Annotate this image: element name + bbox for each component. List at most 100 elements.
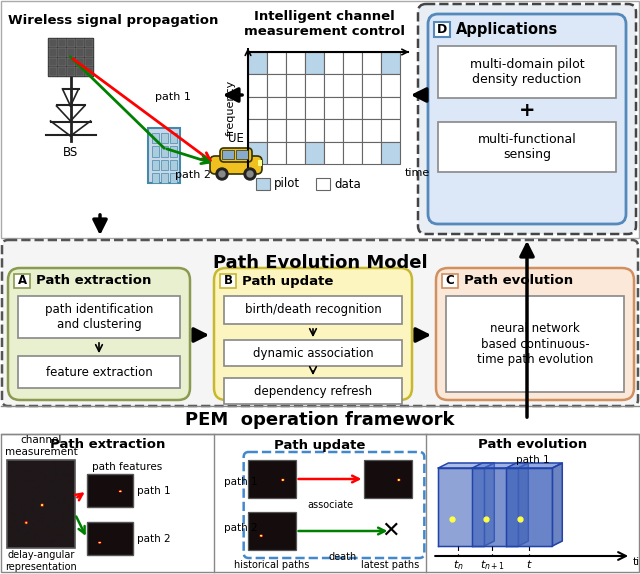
Polygon shape (506, 463, 563, 468)
Text: B: B (223, 274, 232, 288)
FancyBboxPatch shape (436, 268, 634, 400)
Bar (438, 122, 616, 172)
Text: Path extraction: Path extraction (50, 439, 165, 452)
Bar (67, 57, 74, 66)
Text: C: C (445, 274, 454, 288)
Bar (49, 67, 56, 76)
Text: A: A (17, 274, 27, 288)
Polygon shape (472, 468, 518, 546)
Bar (286, 142, 305, 164)
FancyBboxPatch shape (214, 268, 412, 400)
Polygon shape (518, 463, 529, 546)
Text: $t_{n+1}$: $t_{n+1}$ (480, 558, 505, 572)
Bar (161, 146, 168, 157)
Text: birth/death recognition: birth/death recognition (244, 304, 381, 316)
Bar (248, 142, 267, 164)
Text: Path update: Path update (275, 439, 365, 452)
Bar (67, 38, 74, 47)
Bar (343, 142, 362, 164)
FancyBboxPatch shape (2, 240, 638, 406)
Bar (286, 75, 305, 97)
Bar (381, 119, 400, 142)
Text: ✕: ✕ (381, 521, 399, 541)
Text: path 2: path 2 (175, 170, 211, 180)
Bar (324, 119, 343, 142)
Bar (84, 67, 93, 76)
Bar (170, 160, 177, 170)
Bar (49, 38, 56, 47)
Bar (67, 48, 74, 56)
Bar (1, 434, 639, 572)
Bar (305, 52, 324, 75)
Text: Path update: Path update (242, 274, 333, 288)
Bar (362, 52, 381, 75)
Bar (58, 67, 65, 76)
Bar (76, 48, 83, 56)
Bar (170, 173, 177, 183)
Bar (364, 460, 412, 498)
Bar (446, 296, 624, 392)
Text: delay-angular
representation: delay-angular representation (5, 550, 77, 572)
Bar (84, 48, 93, 56)
FancyBboxPatch shape (8, 268, 190, 400)
Text: path 1: path 1 (516, 455, 550, 465)
Text: multi-domain pilot
density reduction: multi-domain pilot density reduction (470, 58, 584, 86)
Bar (148, 128, 180, 183)
Circle shape (216, 168, 228, 180)
Text: Wireless signal propagation: Wireless signal propagation (8, 14, 218, 27)
Bar (18, 356, 180, 388)
Bar (84, 38, 93, 47)
Bar (58, 38, 65, 47)
Bar (324, 75, 343, 97)
Bar (222, 150, 234, 159)
Text: historical paths: historical paths (234, 560, 309, 570)
Bar (49, 48, 56, 56)
Bar (362, 119, 381, 142)
FancyBboxPatch shape (220, 274, 236, 288)
Bar (381, 142, 400, 164)
Text: dynamic association: dynamic association (253, 347, 373, 359)
Bar (152, 146, 159, 157)
Bar (343, 75, 362, 97)
Bar (324, 52, 343, 75)
Bar (362, 97, 381, 119)
Text: pilot: pilot (274, 177, 300, 191)
Bar (161, 173, 168, 183)
Bar (76, 57, 83, 66)
Bar (152, 133, 159, 144)
Text: $t$: $t$ (526, 558, 532, 570)
Bar (286, 97, 305, 119)
Text: +: + (519, 100, 535, 119)
FancyBboxPatch shape (442, 274, 458, 288)
FancyBboxPatch shape (428, 14, 626, 224)
Bar (248, 97, 267, 119)
Text: latest paths: latest paths (361, 560, 419, 570)
Bar (76, 38, 83, 47)
Bar (152, 173, 159, 183)
FancyBboxPatch shape (14, 274, 30, 288)
Text: time: time (405, 168, 430, 178)
Bar (343, 119, 362, 142)
Bar (170, 146, 177, 157)
Bar (152, 160, 159, 170)
Text: data: data (334, 177, 361, 191)
Text: death: death (329, 552, 357, 562)
FancyBboxPatch shape (418, 4, 636, 234)
Bar (248, 512, 296, 550)
Text: D: D (437, 23, 447, 36)
Circle shape (244, 168, 256, 180)
Text: path identification
and clustering: path identification and clustering (45, 303, 153, 331)
Bar (316, 178, 330, 190)
Bar (248, 119, 267, 142)
Bar (305, 142, 324, 164)
Bar (87, 522, 133, 555)
Bar (343, 52, 362, 75)
Bar (224, 378, 402, 404)
Text: time: time (633, 557, 640, 567)
Bar (381, 52, 400, 75)
Bar (267, 142, 286, 164)
Bar (324, 142, 343, 164)
Bar (18, 296, 180, 338)
Bar (362, 75, 381, 97)
Bar (381, 97, 400, 119)
